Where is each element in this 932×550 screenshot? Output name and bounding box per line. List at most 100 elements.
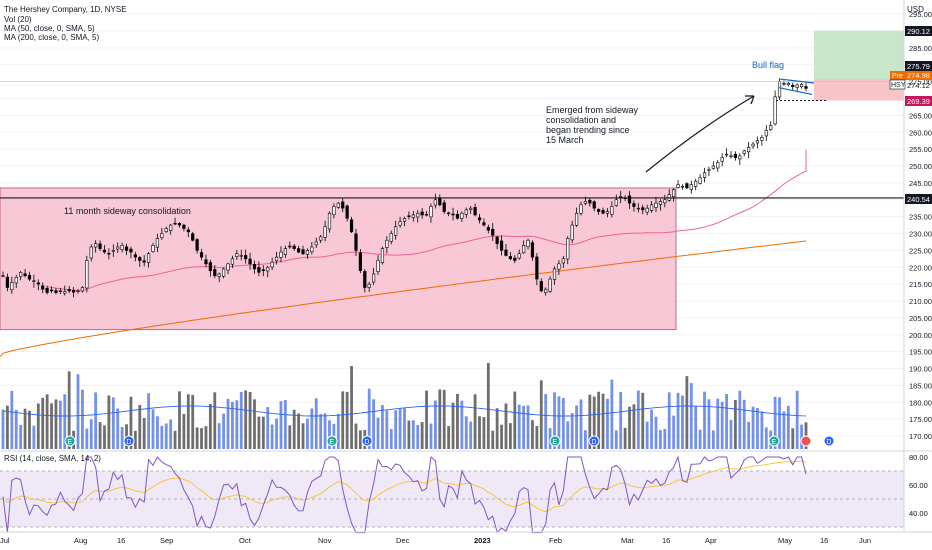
volume-bar — [478, 416, 481, 449]
time-tick-label: 16 — [117, 536, 125, 545]
volume-bar — [469, 421, 473, 449]
price-tick-label: 220.00 — [909, 263, 932, 272]
volume-bar — [116, 408, 120, 449]
candle-body — [45, 287, 49, 293]
candle-body — [372, 273, 376, 283]
trend-annotation-line-4: 15 March — [546, 135, 584, 145]
volume-bar — [756, 407, 759, 449]
volume-bar — [703, 391, 706, 449]
pre-price-tag-bg — [905, 71, 932, 80]
candle-body — [80, 287, 85, 292]
candle-body — [230, 258, 235, 265]
candle-body — [394, 226, 398, 236]
chart-title: The Hershey Company, 1D, NYSE — [4, 5, 127, 14]
candle-body — [804, 86, 808, 89]
volume-bar — [557, 396, 561, 449]
bull-flag-annotation: Bull flag — [752, 60, 784, 70]
candle-body — [301, 249, 305, 255]
time-tick-label: May — [778, 536, 792, 545]
volume-bar — [685, 376, 689, 449]
volume-bar — [583, 430, 587, 449]
high-price-tag: 275.79 — [907, 62, 930, 71]
candle-body — [76, 290, 80, 292]
volume-bar — [151, 409, 155, 449]
volume-bar — [473, 394, 477, 449]
volume-bar — [539, 380, 543, 449]
candle-body — [398, 221, 402, 226]
candle-body — [791, 84, 795, 87]
candle-body — [424, 214, 429, 216]
volume-bar — [160, 425, 164, 449]
candle-body — [349, 219, 354, 233]
indicator-label-ma200[interactable]: MA (200, close, 0, SMA, 5) — [4, 33, 99, 42]
candle-body — [354, 233, 358, 251]
volume-bar — [257, 416, 261, 449]
candle-body — [438, 197, 442, 206]
candle-body — [407, 215, 411, 217]
volume-bar — [283, 400, 287, 449]
volume-bar — [226, 398, 230, 449]
candle-body — [58, 290, 62, 292]
candle-body — [252, 264, 257, 270]
candle-body — [169, 224, 173, 231]
volume-bar — [575, 405, 578, 449]
candle-body — [592, 201, 596, 209]
candle-body — [566, 238, 570, 260]
volume-bar — [381, 404, 384, 449]
candle-body — [305, 250, 310, 255]
candle-body — [195, 239, 199, 251]
event-marker-letter: D — [364, 439, 369, 446]
volume-bar — [235, 400, 239, 449]
candle-body — [363, 271, 367, 288]
candle-body — [204, 259, 208, 265]
pre-price-tag: 274.98 — [907, 71, 930, 80]
candle-body — [314, 241, 318, 246]
candle-body — [49, 289, 54, 292]
price-tick-label: 190.00 — [909, 365, 932, 374]
candle-body — [654, 202, 658, 208]
candle-body — [341, 201, 345, 209]
candle-body — [142, 260, 146, 263]
price-tick-label: 210.00 — [909, 297, 932, 306]
volume-bar — [553, 392, 556, 449]
candle-body — [548, 278, 552, 292]
volume-bar — [773, 396, 777, 449]
volume-bar — [764, 427, 768, 449]
volume-bar — [610, 379, 614, 449]
candle-body — [627, 195, 632, 204]
volume-bar — [275, 418, 278, 449]
candlesticks — [1, 78, 808, 298]
volume-bar — [681, 395, 684, 449]
volume-bar — [1, 409, 5, 449]
event-marker-icon — [64, 435, 76, 447]
rsi-label[interactable]: RSI (14, close, SMA, 14, 2) — [4, 454, 101, 463]
candle-body — [672, 189, 676, 197]
candle-body — [530, 242, 535, 258]
candle-body — [288, 245, 292, 248]
rsi-tick-label: 80.00 — [909, 453, 928, 462]
volume-bar — [85, 428, 89, 449]
volume-bar — [350, 366, 353, 449]
price-tick-label: 275.00 — [909, 78, 932, 87]
candle-body — [411, 214, 415, 218]
candle-body — [733, 153, 738, 158]
candle-body — [345, 205, 349, 219]
candle-body — [539, 280, 543, 292]
time-axis[interactable]: Jul Aug 16 Sep Oct Nov Dec 2023 Feb Mar 16 Apr May 16… — [0, 531, 932, 545]
flag-lower-line — [778, 87, 813, 96]
time-tick-label: Oct — [239, 536, 252, 545]
price-tick-label: 195.00 — [909, 348, 932, 357]
volume-bar — [535, 426, 539, 449]
candle-body — [191, 233, 195, 241]
candle-body — [124, 246, 129, 251]
candle-body — [552, 268, 557, 280]
volume-bar — [301, 423, 305, 449]
volume-bar — [239, 391, 243, 449]
indicator-label-ma50[interactable]: MA (50, close, 0, SMA, 5) — [4, 24, 95, 33]
pre-tag: Pre — [892, 73, 903, 80]
indicator-label-vol[interactable]: Vol (20) — [4, 15, 32, 24]
volume-bar — [561, 397, 565, 449]
volume-bar — [636, 390, 640, 449]
